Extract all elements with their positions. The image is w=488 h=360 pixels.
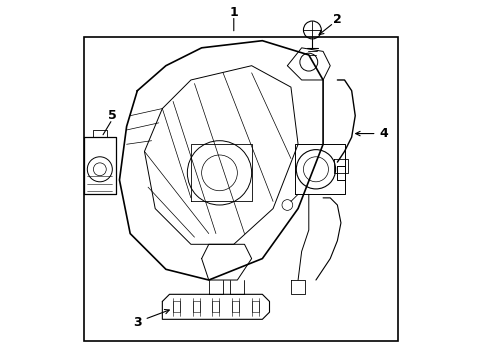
Text: 4: 4 [379,127,387,140]
Bar [251,301,258,312]
Bar [231,301,239,312]
Bar [192,301,200,312]
Text: 3: 3 [133,316,142,329]
Text: 5: 5 [108,109,117,122]
Bar [212,301,219,312]
Text: 1: 1 [229,6,238,19]
Text: 2: 2 [332,13,341,26]
Bar [173,301,180,312]
Bar [83,37,397,341]
